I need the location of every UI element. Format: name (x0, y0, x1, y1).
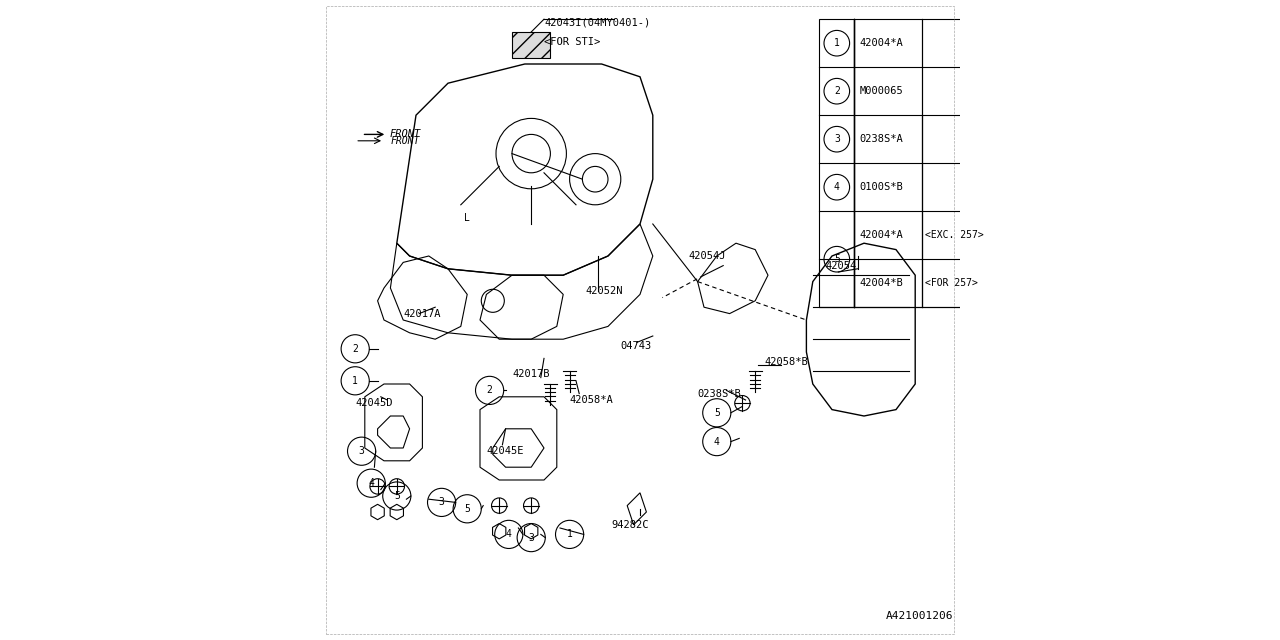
Text: 3: 3 (358, 446, 365, 456)
Text: 1: 1 (833, 38, 840, 48)
Text: <EXC. 257>: <EXC. 257> (925, 230, 984, 240)
Text: 42004*B: 42004*B (860, 278, 904, 288)
Text: 3: 3 (529, 532, 534, 543)
Text: 42017B: 42017B (512, 369, 549, 380)
Text: 42004*A: 42004*A (860, 38, 904, 48)
Text: 2: 2 (486, 385, 493, 396)
Text: 4: 4 (369, 478, 374, 488)
Text: M000065: M000065 (860, 86, 904, 96)
Text: 2: 2 (833, 86, 840, 96)
Text: 42058*A: 42058*A (570, 395, 613, 405)
Text: 1: 1 (567, 529, 572, 540)
Text: 94282C: 94282C (612, 520, 649, 530)
Text: A421001206: A421001206 (886, 611, 954, 621)
Text: <FOR 257>: <FOR 257> (925, 278, 978, 288)
Bar (512, 32, 550, 58)
Text: 4: 4 (833, 182, 840, 192)
Text: 0238S*B: 0238S*B (698, 388, 741, 399)
Text: 4: 4 (506, 529, 512, 540)
Text: <FOR STI>: <FOR STI> (544, 36, 600, 47)
Bar (819, 19, 996, 307)
Text: 42045D: 42045D (356, 398, 393, 408)
Text: 42004*A: 42004*A (860, 230, 904, 240)
Text: FRONT: FRONT (389, 129, 420, 140)
Text: 42045E: 42045E (486, 446, 524, 456)
Text: 42017A: 42017A (403, 308, 440, 319)
Text: 42043I(04MY0401-): 42043I(04MY0401-) (544, 17, 650, 28)
Text: FRONT: FRONT (390, 136, 420, 146)
Text: 5: 5 (394, 491, 399, 501)
Text: 4: 4 (714, 436, 719, 447)
Text: L: L (465, 212, 470, 223)
Text: 0100S*B: 0100S*B (860, 182, 904, 192)
Text: 3: 3 (439, 497, 444, 508)
Text: 0238S*A: 0238S*A (860, 134, 904, 144)
Text: 04743: 04743 (621, 340, 652, 351)
Text: 3: 3 (833, 134, 840, 144)
Text: 42054: 42054 (826, 260, 856, 271)
Text: 2: 2 (352, 344, 358, 354)
Text: 42058*B: 42058*B (765, 356, 809, 367)
Text: 5: 5 (833, 254, 840, 264)
Text: 5: 5 (465, 504, 470, 514)
Text: 1: 1 (352, 376, 358, 386)
Text: 42052N: 42052N (585, 286, 623, 296)
Text: 42054J: 42054J (689, 251, 726, 261)
Text: 5: 5 (714, 408, 719, 418)
